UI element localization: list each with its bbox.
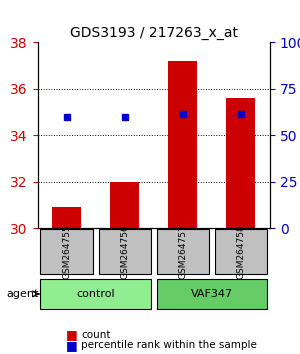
FancyBboxPatch shape: [98, 229, 151, 274]
Text: GSM264757: GSM264757: [178, 224, 187, 279]
FancyBboxPatch shape: [40, 229, 93, 274]
Text: GSM264758: GSM264758: [236, 224, 245, 279]
Title: GDS3193 / 217263_x_at: GDS3193 / 217263_x_at: [70, 26, 238, 40]
Text: ■: ■: [66, 328, 78, 341]
Text: control: control: [76, 289, 115, 299]
Text: GSM264756: GSM264756: [120, 224, 129, 279]
Text: agent: agent: [6, 289, 39, 299]
Text: count: count: [81, 330, 110, 339]
FancyBboxPatch shape: [157, 279, 267, 309]
Bar: [110, 182, 139, 228]
Text: percentile rank within the sample: percentile rank within the sample: [81, 340, 257, 350]
Text: ■: ■: [66, 339, 78, 352]
Bar: [52, 207, 81, 228]
Bar: [226, 98, 256, 228]
FancyBboxPatch shape: [40, 279, 151, 309]
FancyBboxPatch shape: [215, 229, 267, 274]
FancyBboxPatch shape: [157, 229, 209, 274]
Text: VAF347: VAF347: [191, 289, 233, 299]
Text: GSM264755: GSM264755: [62, 224, 71, 279]
Bar: [168, 61, 197, 228]
